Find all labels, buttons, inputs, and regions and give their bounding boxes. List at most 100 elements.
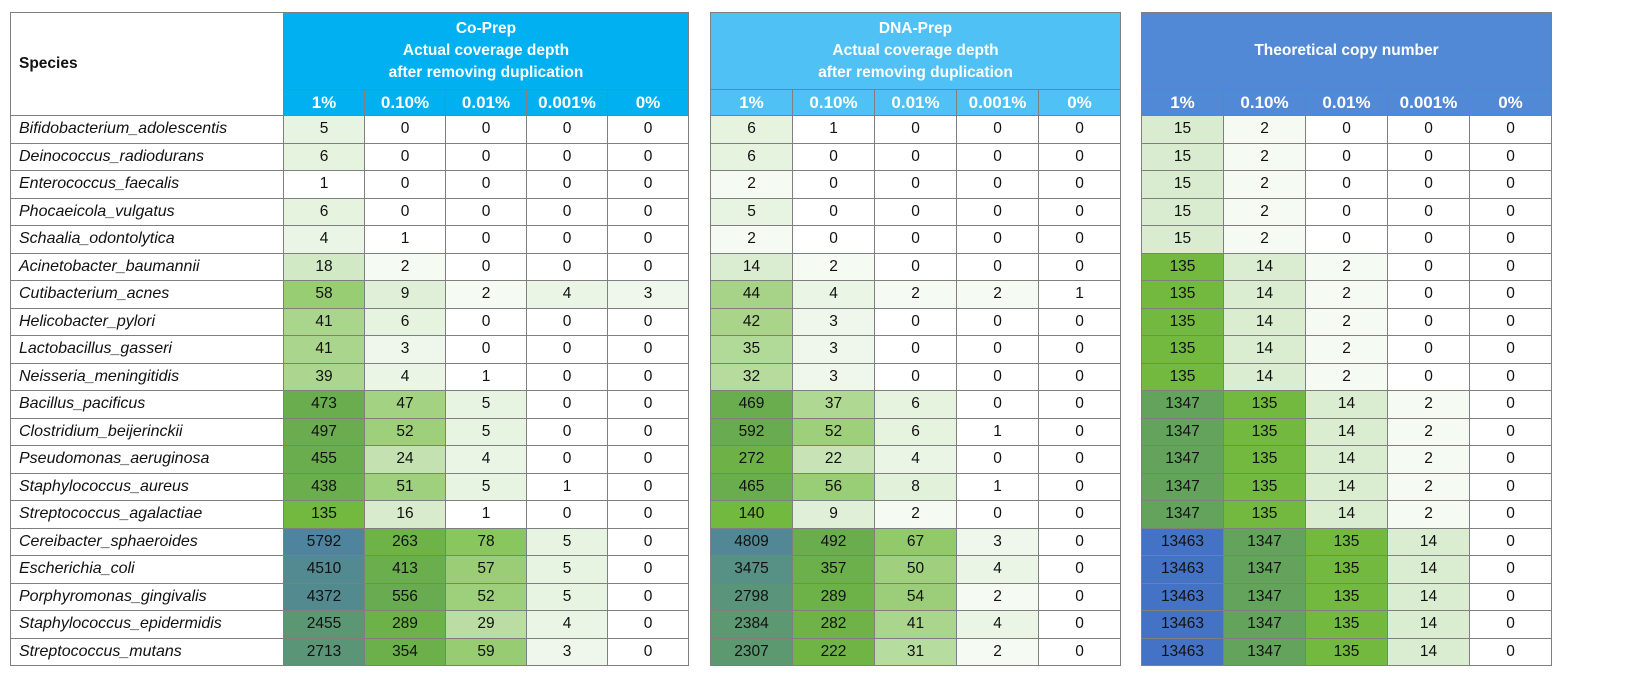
theo-value-cell: 0 [1469, 197, 1552, 226]
species-name: Bacillus_pacificus [10, 390, 284, 419]
theo-value-cell: 0 [1469, 142, 1552, 171]
theo-value-cell: 14 [1305, 500, 1388, 529]
copre-title-line: after removing duplication [388, 64, 584, 81]
dnaprep-value-cell: 0 [956, 115, 1039, 144]
dnaprep-value-cell: 31 [874, 637, 957, 666]
species-name: Bifidobacterium_adolescentis [10, 115, 284, 144]
copre-value-cell: 5 [283, 115, 365, 144]
dnaprep-value-cell: 3 [792, 335, 875, 364]
theo-value-cell: 14 [1305, 390, 1388, 419]
species-name: Lactobacillus_gasseri [10, 335, 284, 364]
table-row: Neisseria_meningitidis 39 4 1 0 0 [10, 362, 689, 391]
theo-value-cell: 13463 [1141, 610, 1224, 639]
dnaprep-value-cell: 4 [792, 280, 875, 309]
table-row: 135 14 2 0 0 [1141, 335, 1552, 364]
dnaprep-value-cell: 2798 [710, 582, 793, 611]
dnaprep-value-cell: 0 [956, 307, 1039, 336]
table-row: 465 56 8 1 0 [710, 472, 1121, 501]
dnaprep-value-cell: 0 [792, 225, 875, 254]
table-row: 1347 135 14 2 0 [1141, 417, 1552, 446]
table-row: 15 2 0 0 0 [1141, 170, 1552, 199]
dnaprep-value-cell: 0 [1038, 417, 1121, 446]
dnaprep-value-cell: 0 [1038, 115, 1121, 144]
dnaprep-value-cell: 0 [956, 390, 1039, 419]
table-row: 32 3 0 0 0 [710, 362, 1121, 391]
dnaprep-value-cell: 0 [1038, 225, 1121, 254]
copre-value-cell: 0 [364, 142, 446, 171]
dnaprep-value-cell: 0 [1038, 637, 1121, 666]
species-name: Pseudomonas_aeruginosa [10, 445, 284, 474]
theo-value-cell: 14 [1223, 335, 1306, 364]
copre-value-cell: 59 [445, 637, 527, 666]
copre-value-cell: 4 [445, 445, 527, 474]
dnaprep-value-cell: 2 [874, 280, 957, 309]
dnaprep-value-cell: 3475 [710, 555, 793, 584]
copre-value-cell: 2 [364, 252, 446, 281]
dnaprep-value-cell: 0 [874, 252, 957, 281]
copre-value-cell: 556 [364, 582, 446, 611]
dnaprep-value-cell: 0 [1038, 555, 1121, 584]
theo-value-cell: 0 [1469, 390, 1552, 419]
theo-value-cell: 14 [1387, 582, 1470, 611]
copre-value-cell: 0 [607, 445, 689, 474]
copre-title-line: Actual coverage depth [402, 42, 570, 59]
copre-value-cell: 1 [445, 500, 527, 529]
theo-value-cell: 0 [1387, 252, 1470, 281]
copre-value-cell: 0 [607, 610, 689, 639]
dnaprep-value-cell: 2 [956, 280, 1039, 309]
copre-percent-header-row: 1% 0.10% 0.01% 0.001% 0% [11, 89, 689, 116]
dnaprep-value-cell: 0 [956, 225, 1039, 254]
dnaprep-value-cell: 492 [792, 527, 875, 556]
dnaprep-value-cell: 2 [956, 637, 1039, 666]
table-row: 135 14 2 0 0 [1141, 307, 1552, 336]
dnaprep-value-cell: 56 [792, 472, 875, 501]
theo-value-cell: 1347 [1141, 390, 1224, 419]
copre-value-cell: 0 [607, 527, 689, 556]
theo-value-cell: 2 [1387, 417, 1470, 446]
theo-value-cell: 0 [1305, 225, 1388, 254]
theo-column-header: 0% [1469, 89, 1552, 116]
theo-value-cell: 0 [1387, 170, 1470, 199]
copre-value-cell: 1 [526, 472, 608, 501]
theo-value-cell: 1347 [1141, 472, 1224, 501]
copre-value-cell: 4372 [283, 582, 365, 611]
theo-value-cell: 135 [1305, 582, 1388, 611]
theo-value-cell: 135 [1141, 335, 1224, 364]
theo-value-cell: 14 [1387, 637, 1470, 666]
species-name: Cereibacter_sphaeroides [10, 527, 284, 556]
table-row: Acinetobacter_baumannii 18 2 0 0 0 [10, 252, 689, 281]
copre-value-cell: 0 [607, 555, 689, 584]
species-column-header: Species [10, 12, 284, 116]
dnaprep-value-cell: 0 [874, 142, 957, 171]
table-row: 2384 282 41 4 0 [710, 610, 1121, 639]
table-row: 15 2 0 0 0 [1141, 225, 1552, 254]
dnaprep-value-cell: 2 [710, 170, 793, 199]
dnaprep-column-header: 0% [1038, 89, 1121, 116]
theo-value-cell: 13463 [1141, 582, 1224, 611]
table-row: Pseudomonas_aeruginosa 455 24 4 0 0 [10, 445, 689, 474]
dnaprep-value-cell: 272 [710, 445, 793, 474]
copre-value-cell: 5792 [283, 527, 365, 556]
dnaprep-value-cell: 2307 [710, 637, 793, 666]
dnaprep-value-cell: 54 [874, 582, 957, 611]
copre-title-line: Co-Prep [455, 20, 517, 37]
copre-value-cell: 0 [607, 115, 689, 144]
copre-value-cell: 0 [607, 500, 689, 529]
table-row: 1347 135 14 2 0 [1141, 500, 1552, 529]
copre-column-header: 0% [607, 89, 689, 116]
table-row: 4809 492 67 3 0 [710, 527, 1121, 556]
theo-value-cell: 2 [1305, 280, 1388, 309]
theo-value-cell: 13463 [1141, 555, 1224, 584]
theo-value-cell: 0 [1469, 170, 1552, 199]
theo-column-header: 1% [1141, 89, 1224, 116]
copre-value-cell: 0 [526, 225, 608, 254]
copre-value-cell: 0 [364, 115, 446, 144]
theo-value-cell: 13463 [1141, 527, 1224, 556]
copre-value-cell: 4 [364, 362, 446, 391]
table-row: Streptococcus_agalactiae 135 16 1 0 0 [10, 500, 689, 529]
dnaprep-value-cell: 0 [956, 142, 1039, 171]
copre-value-cell: 473 [283, 390, 365, 419]
dnaprep-value-cell: 41 [874, 610, 957, 639]
copre-value-cell: 0 [607, 582, 689, 611]
copre-value-cell: 1 [445, 362, 527, 391]
